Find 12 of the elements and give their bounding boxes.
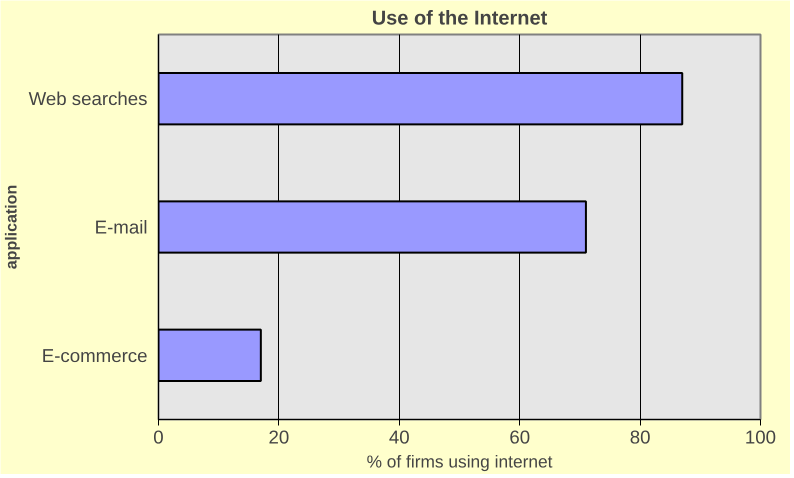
y-tick-label: E-mail [94, 216, 148, 238]
x-tick-label: 0 [153, 426, 164, 448]
y-tick-label: Web searches [28, 88, 148, 110]
x-tick-label: 40 [388, 426, 410, 448]
x-tick-label: 100 [744, 426, 776, 448]
chart-title: Use of the Internet [372, 8, 548, 30]
y-axis-title: application [4, 184, 21, 270]
x-axis-title: % of firms using internet [366, 452, 553, 472]
x-tick-label: 80 [630, 426, 650, 448]
x-tick-label: 60 [509, 426, 530, 448]
x-tick-label: 20 [268, 426, 290, 448]
y-tick-label: E-commerce [42, 344, 148, 366]
